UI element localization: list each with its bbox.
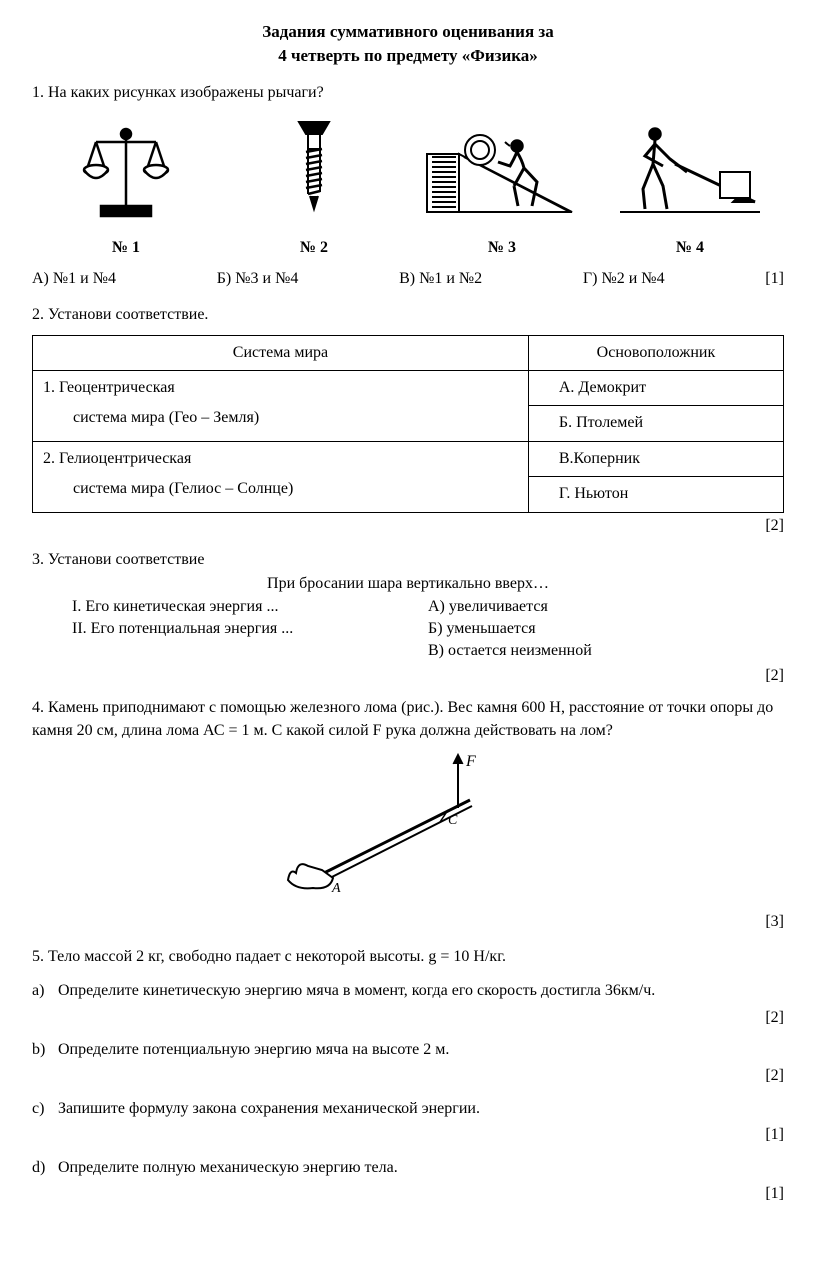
balance-scale-icon [76,114,176,224]
lever-diagram-icon: F C A [278,748,538,898]
q5-c-score: [1] [32,1124,784,1146]
q2-h-left: Система мира [33,335,529,370]
q5-c: c) Запишите формулу закона сохранения ме… [32,1098,784,1120]
q3-score: [2] [32,665,784,687]
q1-opt-c: В) №1 и №2 [399,268,482,290]
q2-left2: 2. Гелиоцентрическая система мира (Гелио… [33,441,529,512]
title-l2: 4 четверть по предмету «Физика» [32,44,784,68]
fig1: № 1 [32,114,220,260]
q4-prompt: 4. Камень приподнимают с помощью железно… [32,697,784,742]
q3-cols: I. Его кинетическая энергия ... II. Его … [32,596,784,663]
fig3-label: № 3 [408,237,596,259]
fig3: № 3 [408,114,596,260]
q3-prompt: 3. Установи соответствие [32,549,784,571]
fig4: № 4 [596,114,784,260]
q1-prompt: 1. На каких рисунках изображены рычаги? [32,82,784,104]
q1-figures: № 1 № 2 [32,114,784,260]
q5-a-score: [2] [32,1007,784,1029]
q5-d: d) Определите полную механическую энерги… [32,1157,784,1179]
q1-options: А) №1 и №4 Б) №3 и №4 В) №1 и №2 Г) №2 и… [32,268,784,290]
q2-rB: Б. Птолемей [528,406,783,441]
q1-opt-d: Г) №2 и №4 [583,268,665,290]
svg-text:C: C [448,813,458,828]
ramp-push-icon [422,114,582,224]
svg-text:F: F [465,753,476,770]
title-l1: Задания суммативного оценивания за [32,20,784,44]
page-title: Задания суммативного оценивания за 4 чет… [32,20,784,68]
q2-score: [2] [32,515,784,537]
q2-rD: Г. Ньютон [528,477,783,512]
q1-opt-b: Б) №3 и №4 [217,268,299,290]
fig2: № 2 [220,114,408,260]
lever-lift-icon [615,114,765,224]
svg-text:A: A [331,881,341,896]
q5-b: b) Определите потенциальную энергию мяча… [32,1039,784,1061]
q4-figure: F C A [32,748,784,905]
fig1-label: № 1 [32,237,220,259]
q2-prompt: 2. Установи соответствие. [32,304,784,326]
q5-a: a) Определите кинетическую энергию мяча … [32,980,784,1002]
q5-prompt: 5. Тело массой 2 кг, свободно падает с н… [32,946,784,968]
q1-score: [1] [765,268,784,290]
fig4-label: № 4 [596,237,784,259]
q2-h-right: Основоположник [528,335,783,370]
q3-rC: В) остается неизменной [428,640,784,662]
q2-left1: 1. Геоцентрическая система мира (Гео – З… [33,370,529,441]
q4-score: [3] [32,911,784,933]
q3-sub: При бросании шара вертикально вверх… [32,573,784,595]
q5-subs: a) Определите кинетическую энергию мяча … [32,980,784,1205]
q5-b-score: [2] [32,1065,784,1087]
q2-rC: В.Коперник [528,441,783,476]
screw-icon [284,114,344,224]
q3-l2: II. Его потенциальная энергия ... [72,618,428,640]
q3-rB: Б) уменьшается [428,618,784,640]
fig2-label: № 2 [220,237,408,259]
q3-l1: I. Его кинетическая энергия ... [72,596,428,618]
q3-rA: А) увеличивается [428,596,784,618]
q2-table: Система мира Основоположник 1. Геоцентри… [32,335,784,513]
q5-d-score: [1] [32,1183,784,1205]
q1-opt-a: А) №1 и №4 [32,268,116,290]
q2-rA: А. Демокрит [528,370,783,405]
